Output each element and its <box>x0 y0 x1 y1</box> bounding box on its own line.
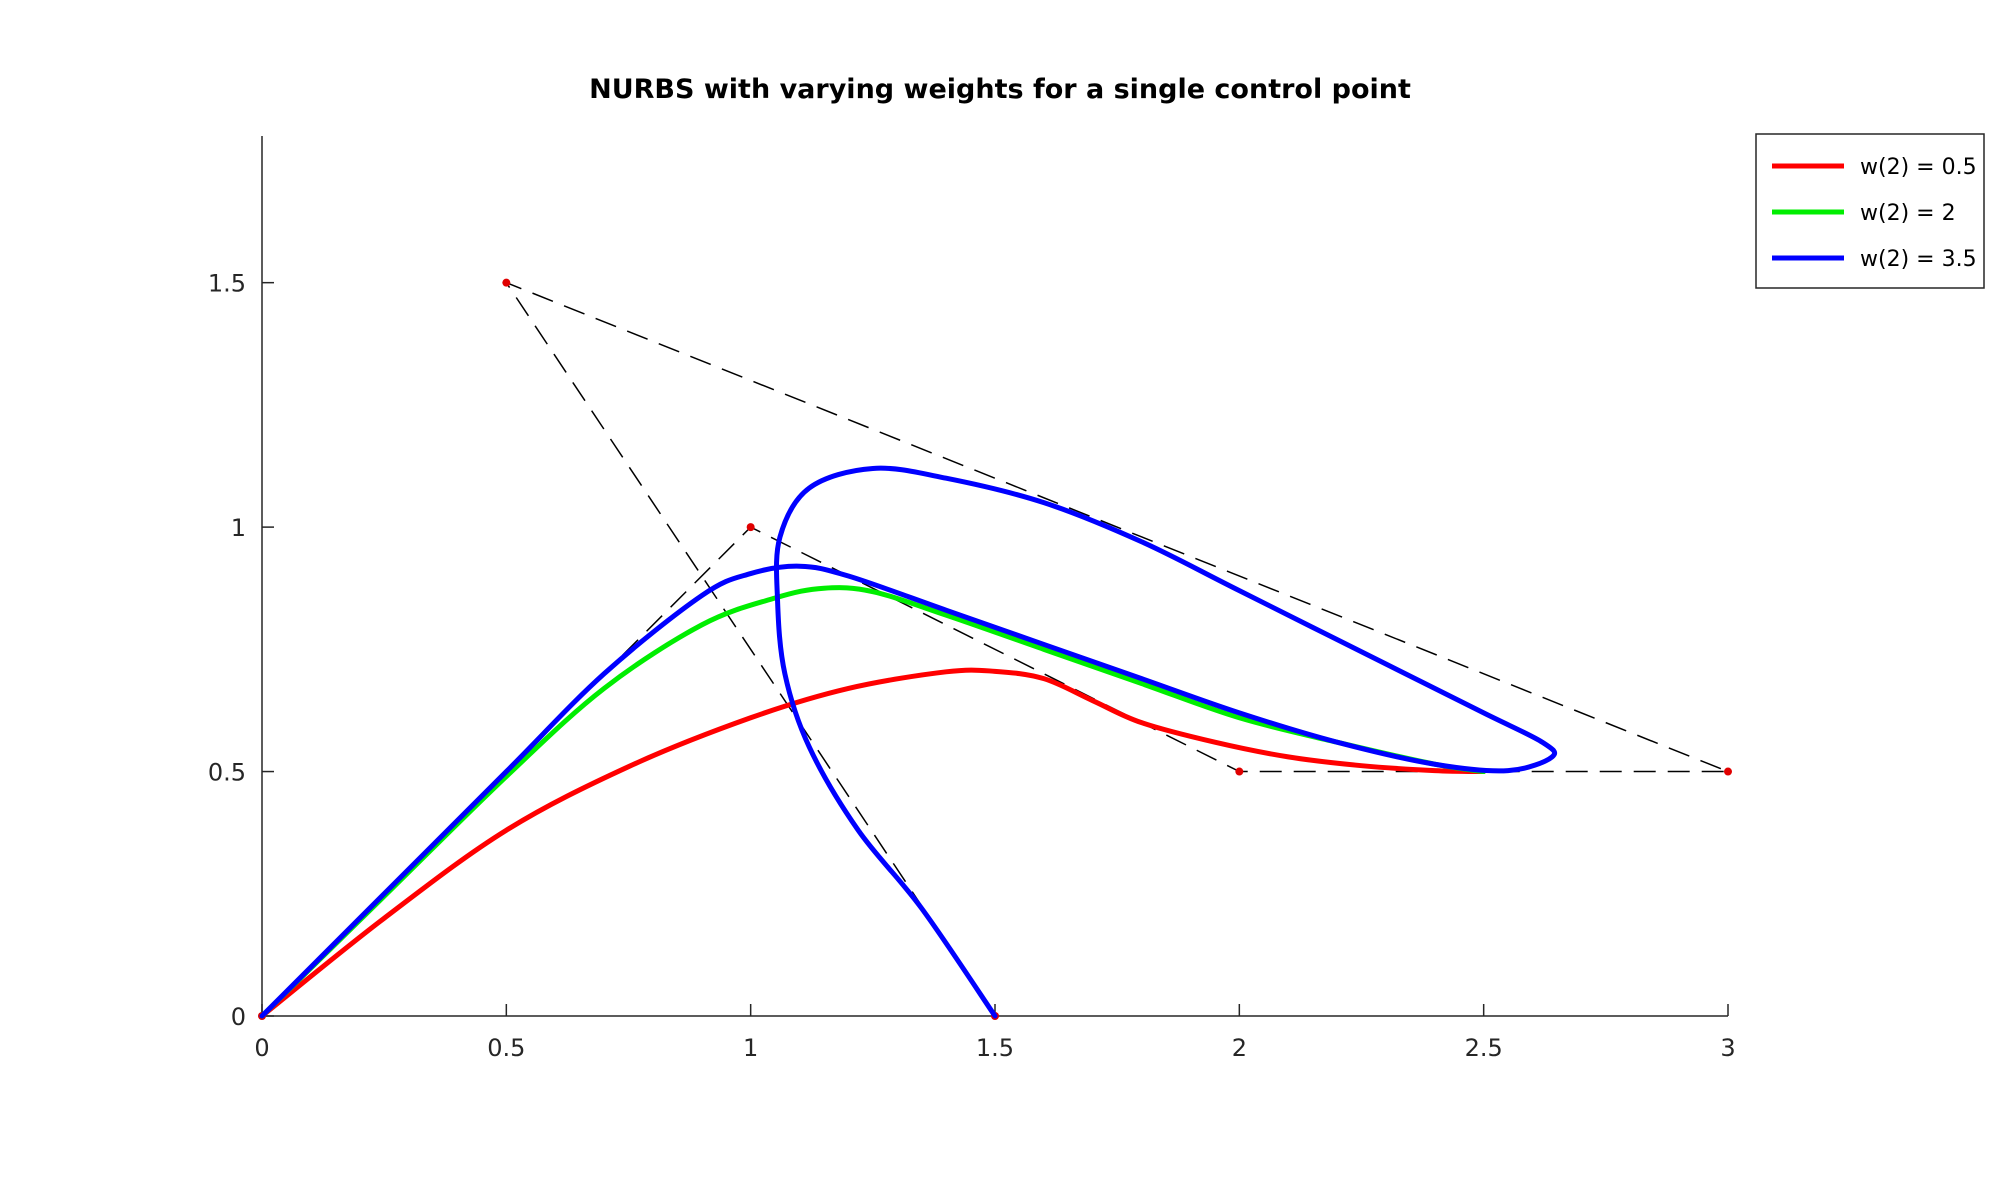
chart-title: NURBS with varying weights for a single … <box>589 74 1411 105</box>
x-tick-label: 1.5 <box>976 1034 1014 1062</box>
control-point-marker <box>1235 767 1244 776</box>
control-point-marker <box>1724 767 1732 776</box>
series-line-2 <box>259 585 1487 1019</box>
series-line-1 <box>259 667 1487 1019</box>
x-tick-label: 2 <box>1232 1034 1247 1062</box>
control-polygon <box>261 281 1729 1017</box>
legend: w(2) = 0.5 w(2) = 2 w(2) = 3.5 <box>1755 133 1985 289</box>
x-tick-label: 0 <box>254 1034 269 1062</box>
y-tick-label: 1 <box>231 514 246 542</box>
x-tick-label: 2.5 <box>1465 1034 1503 1062</box>
y-tick-label: 1.5 <box>208 270 246 298</box>
legend-label: w(2) = 0.5 <box>1860 155 1977 180</box>
control-point-marker <box>746 523 755 532</box>
legend-label: w(2) = 3.5 <box>1860 247 1977 272</box>
x-tick-label: 1 <box>743 1034 758 1062</box>
series-line-3 <box>259 465 1558 1019</box>
plot-area: 0 0.5 1 1.5 2 2.5 3 0 0.5 1 1.5 <box>208 136 1736 1062</box>
control-point-marker <box>502 278 511 287</box>
y-tick-label: 0 <box>231 1003 246 1031</box>
legend-label: w(2) = 2 <box>1860 201 1956 226</box>
x-tick-label: 0.5 <box>487 1034 525 1062</box>
x-tick-label: 3 <box>1720 1034 1735 1062</box>
y-tick-label: 0.5 <box>208 759 246 787</box>
